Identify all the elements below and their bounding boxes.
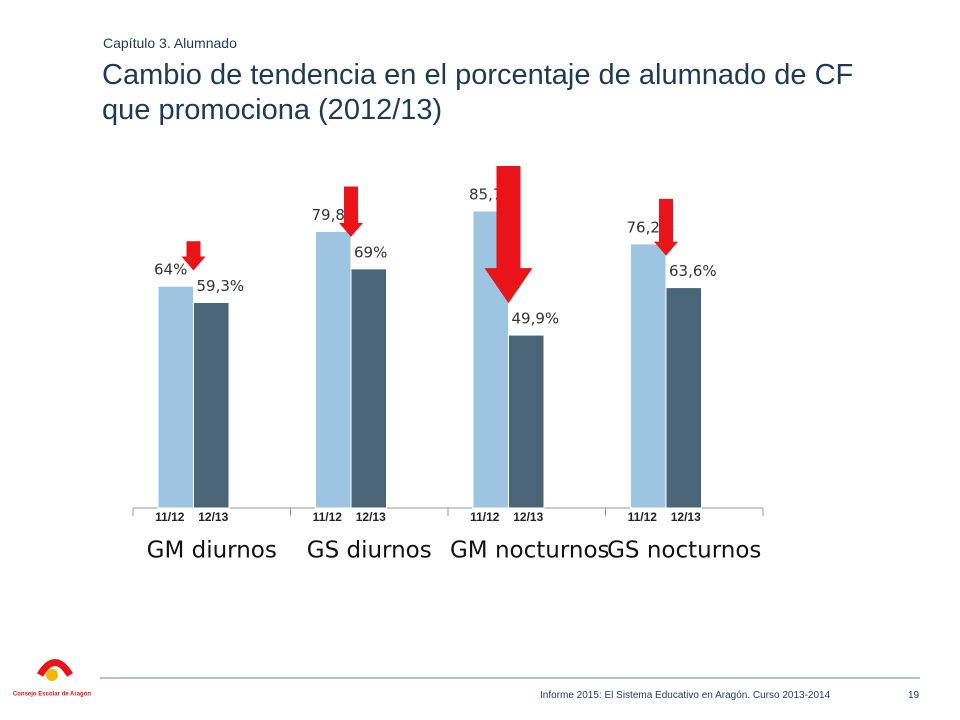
value-label: 64% bbox=[154, 261, 187, 279]
x-tick-label: GS diurnos bbox=[307, 538, 432, 564]
trend-arrow bbox=[654, 198, 678, 256]
series-label: 12/13 bbox=[356, 510, 386, 524]
logo bbox=[36, 659, 74, 681]
series-label: 12/13 bbox=[513, 510, 543, 524]
bar bbox=[315, 230, 352, 509]
value-label: 63,6% bbox=[669, 262, 717, 280]
trend-arrow bbox=[484, 166, 533, 304]
bar bbox=[157, 285, 194, 509]
series-label: 11/12 bbox=[628, 510, 658, 524]
bar bbox=[193, 301, 230, 509]
value-label: 59,3% bbox=[197, 277, 245, 295]
series-label: 11/12 bbox=[155, 510, 185, 524]
value-label: 69% bbox=[354, 243, 387, 261]
trend-arrow bbox=[181, 241, 206, 271]
footer-text: Informe 2015: El Sistema Educativo en Ar… bbox=[540, 690, 831, 701]
series-label: 12/13 bbox=[198, 510, 228, 524]
page-number: 19 bbox=[908, 690, 920, 701]
series-label: 12/13 bbox=[671, 510, 701, 524]
series-label: 11/12 bbox=[470, 510, 500, 524]
series-label: 11/12 bbox=[313, 510, 343, 524]
logo-dot bbox=[46, 669, 58, 681]
bar bbox=[508, 334, 545, 509]
logo-text: Consejo Escolar de Aragón bbox=[13, 692, 91, 698]
bar bbox=[350, 268, 387, 509]
trend-arrow bbox=[339, 186, 363, 237]
chapter: Capítulo 3. Alumnado bbox=[103, 35, 237, 51]
value-label: 49,9% bbox=[512, 310, 560, 328]
x-tick-label: GM diurnos bbox=[147, 538, 277, 564]
x-tick-label: GM nocturnos bbox=[450, 538, 610, 564]
logo-arc bbox=[36, 659, 74, 677]
x-tick-label: GS nocturnos bbox=[607, 538, 761, 564]
bar bbox=[630, 243, 667, 509]
slide-title: Cambio de tendencia en el porcentaje de … bbox=[102, 59, 854, 126]
bar bbox=[665, 287, 702, 509]
